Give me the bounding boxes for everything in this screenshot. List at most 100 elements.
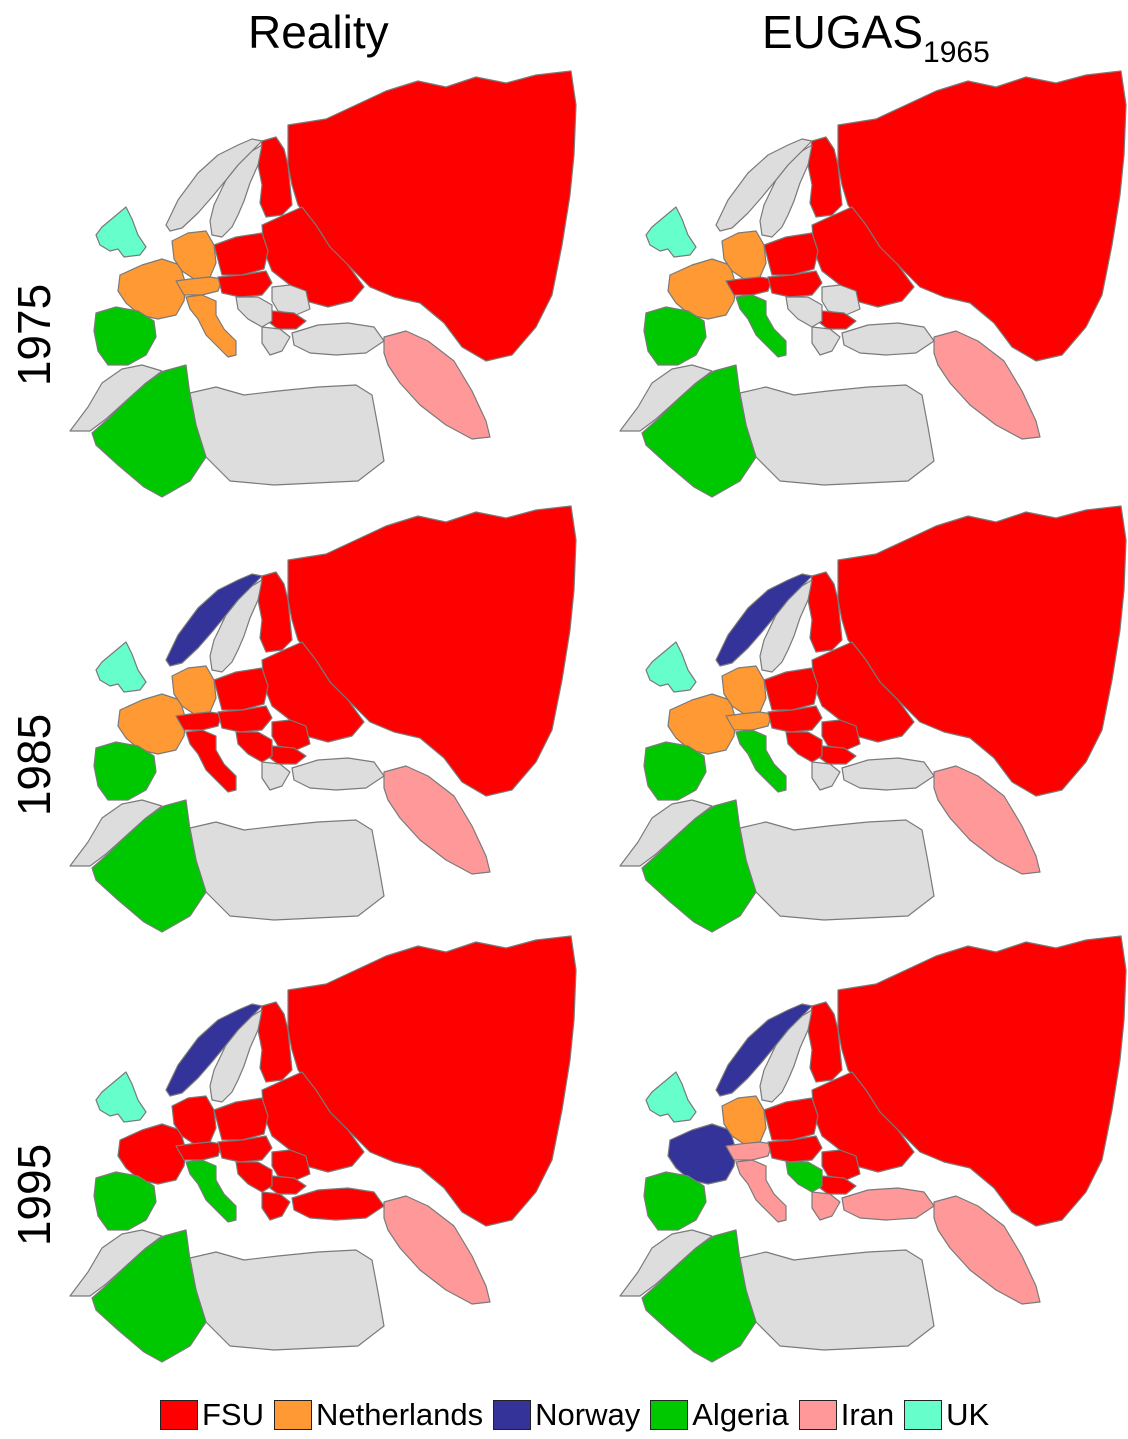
map-1995-reality [66,930,596,1370]
region-bulgaria [819,745,857,765]
legend-item-uk: UK [904,1397,989,1433]
region-germany-benelux [171,230,217,280]
region-alps [175,276,223,296]
region-baltics-belarus-ukraine [811,1071,915,1173]
region-algeria [641,799,757,933]
region-greece [811,1191,841,1221]
region-libya-egypt [189,819,385,921]
legend-item-fsu: FSU [160,1397,264,1433]
map-svg [69,70,577,498]
region-greece [261,326,291,356]
region-poland-czech [763,232,819,276]
legend-label-norway: Norway [535,1397,641,1432]
region-italy [185,1159,237,1223]
region-uk-ireland [645,641,697,693]
region-north-africa-west [69,1229,163,1297]
region-uk-ireland [95,206,147,258]
legend-label-iran: Iran [840,1397,895,1432]
region-poland-czech [213,667,269,711]
region-algeria [91,799,207,933]
region-iran [383,765,491,875]
map-1975-eugas1965 [616,65,1128,505]
region-austria-hungary [767,1135,823,1163]
region-algeria [641,1229,757,1363]
region-balkans [235,1161,273,1193]
map-svg [69,935,577,1363]
region-italy [735,729,787,793]
region-germany-benelux [171,1095,217,1145]
region-finland [807,571,843,653]
region-iran [383,330,491,440]
region-greece [811,326,841,356]
legend-label-fsu: FSU [202,1397,264,1432]
region-alps [725,276,773,296]
legend-swatch-uk [904,1400,943,1430]
region-uk-ireland [645,206,697,258]
region-greece [261,761,291,791]
legend-item-algeria: Algeria [650,1397,789,1433]
region-norway [715,573,813,667]
row-label-1975: 1975 [8,283,60,387]
row-label-1985: 1985 [8,713,60,817]
region-iran [933,765,1041,875]
legend-label-uk: UK [946,1397,990,1432]
region-poland-czech [213,232,269,276]
region-libya-egypt [739,819,935,921]
region-germany-benelux [171,665,217,715]
row-label-1995: 1995 [8,1143,60,1247]
region-france [667,1123,737,1185]
region-bulgaria [269,745,307,765]
legend-label-algeria: Algeria [692,1397,789,1432]
region-balkans [235,296,273,328]
region-bulgaria [819,1175,857,1195]
region-balkans [785,731,823,763]
region-finland [807,1001,843,1083]
region-romania [821,284,861,316]
region-algeria [91,1229,207,1363]
region-algeria [91,364,207,498]
region-greece [811,761,841,791]
region-russia [837,505,1127,797]
region-austria-hungary [217,705,273,733]
region-france [117,258,187,320]
region-bulgaria [269,1175,307,1195]
region-austria-hungary [767,705,823,733]
region-finland [807,136,843,218]
region-france [667,258,737,320]
region-italy [735,294,787,358]
region-libya-egypt [189,1249,385,1351]
region-romania [271,284,311,316]
region-north-africa-west [619,1229,713,1297]
region-north-africa-west [69,799,163,867]
region-turkey [291,322,385,356]
region-balkans [785,1161,823,1193]
region-turkey [291,757,385,791]
region-uk-ireland [645,1071,697,1123]
region-baltics-belarus-ukraine [811,206,915,308]
region-france [117,1123,187,1185]
region-austria-hungary [217,270,273,298]
region-russia [837,935,1127,1227]
region-north-africa-west [619,799,713,867]
region-iberia [93,306,157,366]
region-finland [257,136,293,218]
region-iberia [643,741,707,801]
region-italy [185,294,237,358]
region-iberia [93,1171,157,1231]
region-baltics-belarus-ukraine [811,641,915,743]
region-turkey [841,322,935,356]
region-norway [715,138,813,232]
map-svg [69,505,577,933]
region-libya-egypt [739,384,935,486]
region-germany-benelux [721,1095,767,1145]
region-finland [257,571,293,653]
region-uk-ireland [95,641,147,693]
region-romania [821,1149,861,1181]
region-poland-czech [763,1097,819,1141]
region-baltics-belarus-ukraine [261,1071,365,1173]
region-russia [837,70,1127,362]
region-germany-benelux [721,665,767,715]
region-libya-egypt [739,1249,935,1351]
map-svg [619,505,1127,933]
region-alps [725,1141,773,1161]
